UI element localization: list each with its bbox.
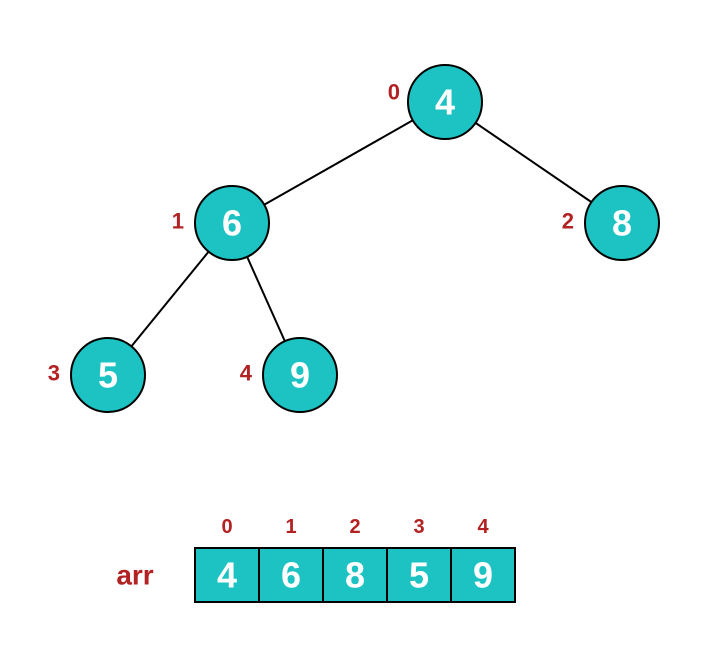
tree-node: 94: [240, 338, 337, 412]
heap-diagram: 4061825394arr4061825394: [0, 0, 702, 654]
array-cell-index: 2: [349, 516, 360, 538]
array-cell: 82: [323, 516, 387, 602]
array-cell-value: 6: [281, 555, 301, 596]
node-index: 4: [240, 361, 253, 386]
node-value: 9: [290, 355, 310, 396]
node-index: 0: [388, 80, 400, 105]
tree-node: 61: [172, 186, 269, 260]
tree-edge: [264, 120, 413, 204]
array-cell-index: 4: [477, 516, 489, 538]
array-cell-value: 5: [409, 555, 429, 596]
tree-edge: [131, 252, 208, 347]
array-section: arr4061825394: [116, 516, 515, 602]
array-cell-index: 1: [285, 516, 296, 538]
array-cell-index: 3: [413, 516, 424, 538]
array-cell: 53: [387, 516, 451, 602]
array-cell: 40: [195, 516, 259, 602]
node-value: 5: [98, 355, 118, 396]
node-value: 4: [435, 82, 455, 123]
tree-node: 53: [48, 338, 145, 412]
array-cell-value: 9: [473, 555, 493, 596]
tree-edge: [476, 123, 592, 202]
node-index: 1: [172, 209, 184, 234]
tree-nodes: 4061825394: [48, 65, 659, 412]
node-value: 8: [612, 203, 632, 244]
node-value: 6: [222, 203, 242, 244]
array-cell-value: 4: [217, 555, 237, 596]
array-cell-index: 0: [221, 516, 232, 538]
tree-edge: [247, 257, 285, 341]
node-index: 3: [48, 361, 60, 386]
tree-node: 40: [388, 65, 482, 139]
array-cell-value: 8: [345, 555, 365, 596]
node-index: 2: [562, 209, 574, 234]
array-cell: 61: [259, 516, 323, 602]
array-label: arr: [116, 560, 153, 591]
tree-node: 82: [562, 186, 659, 260]
array-cell: 94: [451, 516, 515, 602]
